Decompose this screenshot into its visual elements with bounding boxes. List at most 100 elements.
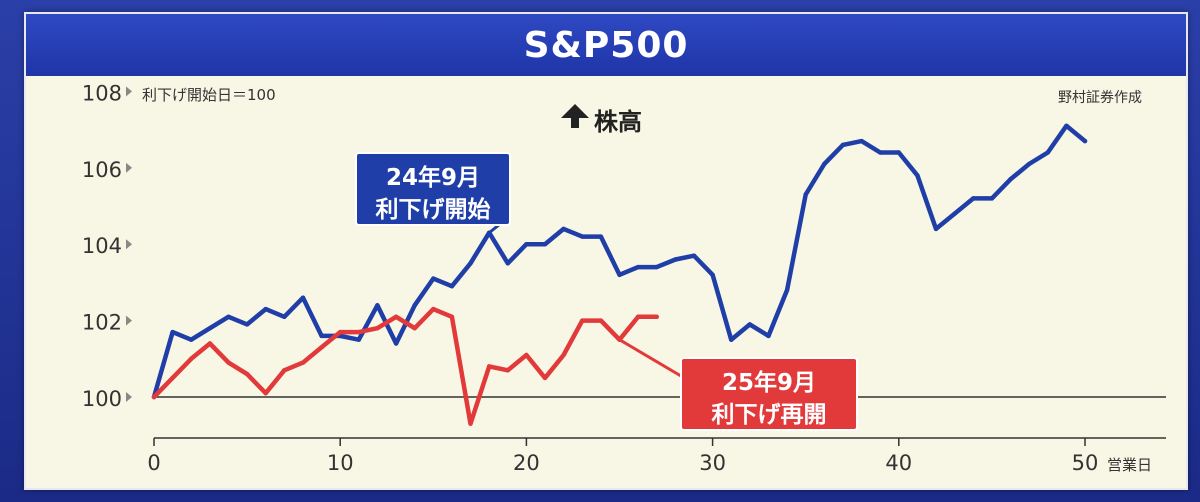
series-2-point (505, 368, 510, 373)
series-1-point (356, 337, 361, 342)
series-1-point (878, 150, 883, 155)
series-1-point (226, 314, 231, 319)
series-1-point (300, 295, 306, 300)
series-2-point (282, 368, 287, 373)
series-2-callout-leader (618, 338, 682, 378)
x-axis-unit: 営業日 (1107, 456, 1152, 474)
series-2-callout-text: 25年9月 (722, 369, 816, 396)
series-2-point (338, 329, 343, 335)
x-tick-label: 20 (513, 451, 540, 475)
series-1-callout-text: 利下げ開始 (376, 196, 491, 223)
x-tick-label: 40 (885, 451, 912, 475)
series-2-point (412, 326, 417, 331)
series-1-point (952, 211, 957, 216)
series-1-point (375, 303, 380, 308)
series-2-point (244, 371, 250, 377)
x-tick-label: 50 (1072, 451, 1099, 475)
series-1-point (412, 303, 417, 308)
series-1-point (319, 333, 324, 339)
series-1-point (989, 196, 995, 201)
series-1-point (673, 257, 678, 262)
series-1-point (933, 226, 939, 232)
series-1-point (971, 196, 976, 201)
series-1-point (189, 337, 194, 342)
series-1-point (896, 150, 901, 155)
series-2-point (598, 318, 604, 323)
series-1-point (1045, 150, 1050, 155)
up-arrow-icon (561, 104, 589, 128)
x-tick-label: 30 (699, 451, 726, 475)
series-2-point (151, 394, 157, 400)
series-1-point (505, 261, 510, 266)
series-1-point (244, 322, 250, 327)
series-1-point (840, 142, 846, 148)
series-2-point (375, 326, 380, 331)
y-tick-marker (126, 86, 132, 97)
series-2-point (561, 352, 566, 358)
series-1-point (542, 242, 548, 247)
y-axis-note: 利下げ開始日＝100 (142, 86, 276, 104)
series-2-point (524, 352, 529, 358)
chart-title: S&P500 (523, 24, 689, 66)
series-1-point (766, 333, 771, 339)
series-1-point (859, 138, 864, 144)
series-1-point (1026, 161, 1032, 167)
series-2-point (468, 421, 473, 426)
series-1-point (654, 264, 659, 270)
y-tick-label: 102 (82, 311, 122, 335)
series-2-point (170, 375, 175, 381)
line-chart: 100 102 104 106 108 0 10 20 30 40 50 営業日 利下げ開始日＝100 野… (82, 81, 1166, 475)
series-2-point (487, 364, 492, 369)
x-tick-label: 0 (147, 451, 160, 475)
series-1-point (561, 226, 566, 232)
series-2-point (635, 314, 641, 319)
series-2-point (449, 314, 455, 319)
series-1-point (1064, 123, 1069, 128)
series-2-point (319, 345, 324, 350)
source-note: 野村証券作成 (1058, 90, 1142, 106)
series-1-point (207, 326, 213, 331)
x-tick-label: 10 (327, 451, 354, 475)
y-tick-label: 100 (82, 387, 122, 411)
series-1-point (691, 253, 697, 258)
y-tick-label: 108 (82, 81, 122, 105)
series-1-point (282, 314, 287, 319)
series-1-point (747, 322, 752, 327)
series-1-point (580, 234, 585, 239)
series-2-point (654, 314, 659, 319)
series-line-1 (151, 123, 1088, 400)
series-2-callout-text: 利下げ再開 (712, 402, 827, 428)
series-2-point (263, 391, 268, 396)
y-tick-label: 106 (82, 158, 122, 182)
series-1-point (598, 234, 604, 239)
series-1-point (449, 284, 455, 289)
y-tick-marker (126, 392, 132, 402)
series-2-point (542, 375, 548, 381)
series-2-point (226, 360, 231, 365)
series-2-point (300, 360, 306, 365)
series-1-point (784, 287, 790, 293)
series-1-callout-box (355, 152, 511, 226)
series-1-point (468, 261, 473, 266)
series-1-point (524, 242, 529, 247)
series-1-point (170, 329, 175, 335)
series-1-point (803, 192, 808, 197)
series-1-point (1082, 138, 1088, 144)
series-2-point (356, 329, 361, 335)
y-tick-marker (126, 162, 132, 173)
series-1-point (710, 272, 715, 277)
series-2-point (393, 314, 399, 319)
series-1-point (915, 173, 920, 178)
series-1-callout-text: 24年9月 (386, 164, 480, 191)
series-1-point (431, 276, 436, 281)
y-tick-marker (126, 239, 132, 250)
series-2-point (207, 341, 213, 346)
series-1-point (729, 337, 734, 342)
series-1-point (263, 306, 268, 312)
series-2-point (580, 318, 585, 323)
series-1-point (1008, 177, 1013, 182)
series-2-point (189, 356, 194, 361)
series-line-2 (151, 306, 659, 426)
series-1-point (393, 341, 399, 346)
